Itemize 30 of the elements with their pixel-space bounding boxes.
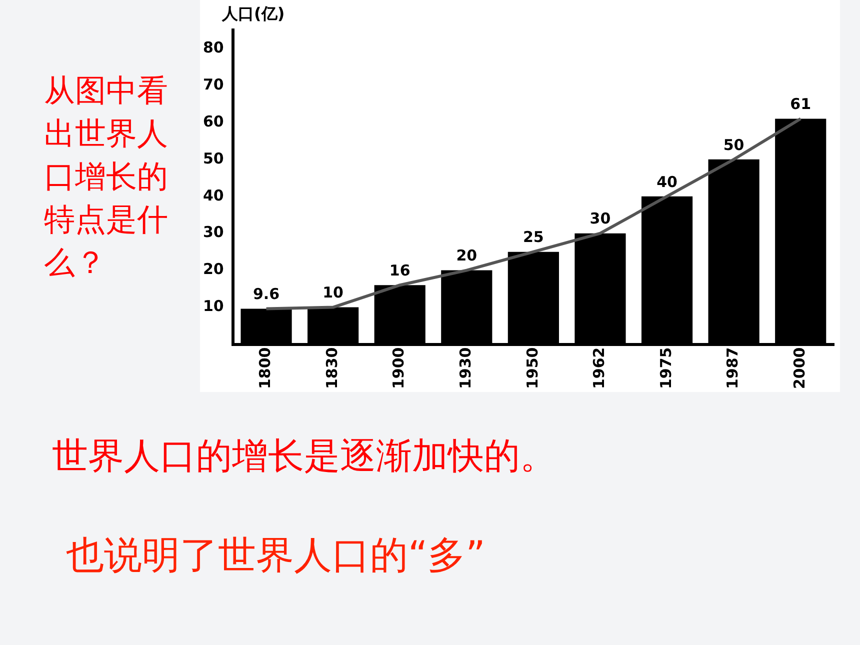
x-tick-label: 1962 <box>590 347 608 389</box>
data-label: 9.6 <box>252 285 280 304</box>
data-label: 50 <box>723 136 744 154</box>
data-label: 40 <box>656 172 678 191</box>
data-label: 61 <box>790 95 812 114</box>
text: 也说明了世界人口的“多” <box>66 532 486 579</box>
data-label: 16 <box>389 261 410 280</box>
y-tick-label: 80 <box>203 38 224 56</box>
y-tick-label: 70 <box>203 75 224 94</box>
y-tick-label: 60 <box>203 112 224 130</box>
x-tick-label: 1830 <box>322 347 341 389</box>
x-tick-label: 1987 <box>724 347 742 389</box>
data-label: 10 <box>322 284 344 302</box>
x-tick-label: 1975 <box>656 347 675 389</box>
x-tick-label: 1900 <box>390 347 408 389</box>
x-tick-label: 2000 <box>790 347 808 389</box>
data-label: 30 <box>590 210 611 228</box>
y-tick-label: 40 <box>203 186 224 204</box>
text: 从图中看出世界人口增长的特点是什么？ <box>44 72 169 283</box>
y-tick-label: 30 <box>203 223 224 242</box>
x-tick-label: 1950 <box>523 347 542 389</box>
text: 世界人口的增长是逐渐加快的。 <box>52 435 556 479</box>
y-tick-label: 20 <box>203 260 224 278</box>
y-axis-title: 人口(亿) <box>222 4 285 25</box>
x-tick-label: 1930 <box>456 347 475 389</box>
data-label: 25 <box>523 228 544 246</box>
y-tick-label: 10 <box>203 297 224 316</box>
y-tick-label: 50 <box>203 149 224 168</box>
x-tick-label: 1800 <box>256 347 274 389</box>
data-label: 20 <box>456 246 478 265</box>
